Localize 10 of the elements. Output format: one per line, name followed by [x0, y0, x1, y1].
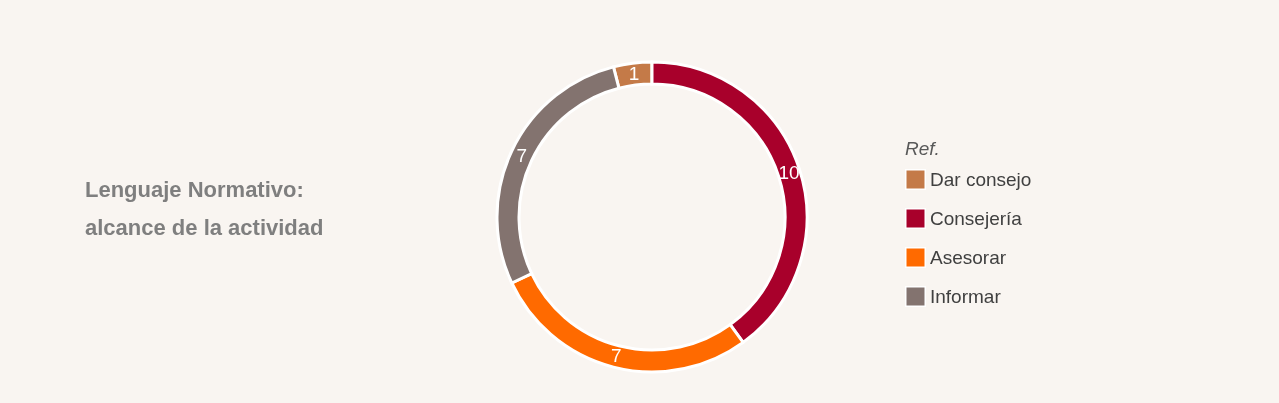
data-label: 10 [778, 161, 800, 183]
legend-label: Asesorar [930, 246, 1007, 268]
legend-label: Dar consejo [930, 168, 1032, 190]
data-label: 7 [516, 144, 527, 166]
legend-label: Consejería [930, 207, 1023, 229]
text: Lenguaje Normativo: alcance de la actividad [85, 177, 324, 240]
data-label: 7 [610, 345, 622, 367]
legend-title: Ref. [905, 138, 940, 159]
legend-label: Informar [930, 285, 1002, 307]
data-label: 1 [628, 63, 640, 85]
